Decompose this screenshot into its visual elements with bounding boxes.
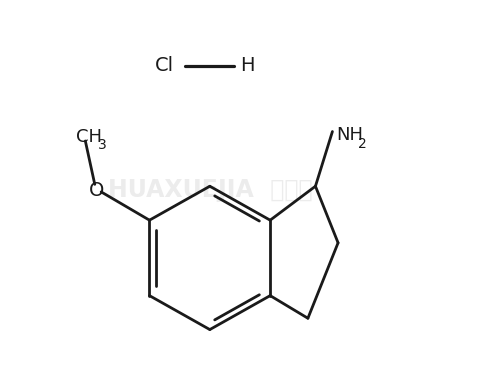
Text: Cl: Cl <box>155 56 174 75</box>
Text: NH: NH <box>336 126 363 144</box>
Text: O: O <box>89 180 104 200</box>
Text: HUAXUEJIA  化学加: HUAXUEJIA 化学加 <box>108 178 312 202</box>
Text: 2: 2 <box>358 136 367 150</box>
Text: H: H <box>240 56 255 75</box>
Text: CH: CH <box>76 128 102 146</box>
Text: 3: 3 <box>98 138 107 152</box>
